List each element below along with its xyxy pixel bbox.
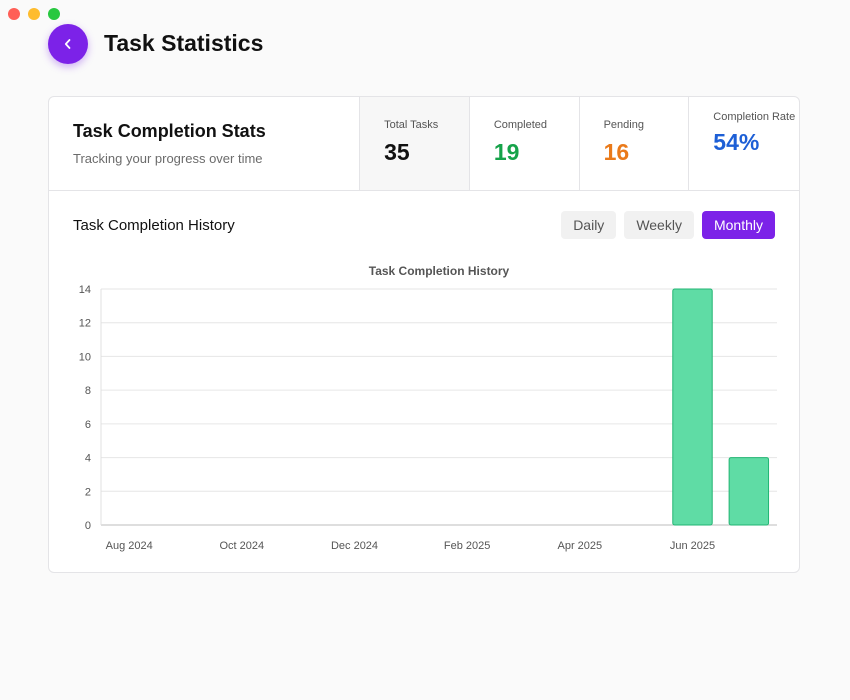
bar-jul-2025	[728, 457, 770, 526]
stats-summary: Task Completion Stats Tracking your prog…	[49, 97, 799, 191]
period-toggle-group: Daily Weekly Monthly	[561, 211, 775, 239]
x-tick-label: Jun 2025	[670, 540, 715, 552]
y-tick-label: 0	[85, 520, 91, 532]
stat-value: 54%	[713, 129, 760, 155]
toggle-daily[interactable]: Daily	[561, 211, 617, 239]
stat-completed: Completed 19	[468, 97, 579, 190]
bar-jun-2025	[672, 288, 713, 526]
y-tick-label: 6	[85, 419, 91, 431]
y-tick-label: 4	[85, 453, 91, 465]
stats-card: Task Completion Stats Tracking your prog…	[48, 96, 800, 573]
stats-title: Task Completion Stats	[73, 121, 266, 141]
x-tick-label: Oct 2024	[220, 540, 265, 552]
stat-pending: Pending 16	[578, 97, 689, 190]
close-window-button[interactable]	[8, 8, 20, 20]
maximize-window-button[interactable]	[48, 8, 60, 20]
stat-completion-rate: Completion Rate 54%	[688, 97, 799, 190]
y-tick-label: 2	[85, 486, 91, 498]
toggle-monthly[interactable]: Monthly	[701, 211, 775, 239]
y-tick-label: 14	[79, 284, 91, 296]
stats-subtitle: Tracking your progress over time	[73, 151, 263, 166]
x-tick-label: Feb 2025	[444, 540, 490, 552]
stat-label: Pending	[603, 119, 644, 131]
stat-total-tasks: Total Tasks 35	[359, 97, 469, 190]
stat-value: 19	[493, 139, 520, 165]
stat-label: Completed	[493, 119, 548, 131]
y-tick-label: 10	[79, 351, 91, 363]
stats-intro: Task Completion Stats Tracking your prog…	[49, 97, 359, 190]
history-header: Task Completion History Daily Weekly Mon…	[49, 191, 799, 239]
stat-value: 16	[603, 139, 630, 165]
y-tick-label: 12	[79, 318, 91, 330]
toggle-weekly[interactable]: Weekly	[624, 211, 694, 239]
completion-history-chart: Task Completion History 0 2 4 6 8 10 12 14 Aug 20…	[79, 264, 777, 552]
y-tick-label: 8	[85, 385, 91, 397]
history-title: Task Completion History	[73, 216, 235, 234]
x-tick-label: Aug 2024	[106, 540, 153, 552]
window-controls	[8, 8, 60, 20]
stat-value: 35	[384, 139, 410, 165]
x-tick-label: Apr 2025	[558, 540, 603, 552]
page-title: Task Statistics	[104, 30, 264, 56]
chevron-left-icon	[64, 39, 71, 49]
x-tick-label: Dec 2024	[331, 540, 378, 552]
back-button[interactable]	[48, 24, 88, 64]
minimize-window-button[interactable]	[28, 8, 40, 20]
chart-title: Task Completion History	[369, 264, 510, 278]
stat-label: Total Tasks	[384, 119, 439, 131]
stat-label: Completion Rate	[713, 111, 796, 123]
